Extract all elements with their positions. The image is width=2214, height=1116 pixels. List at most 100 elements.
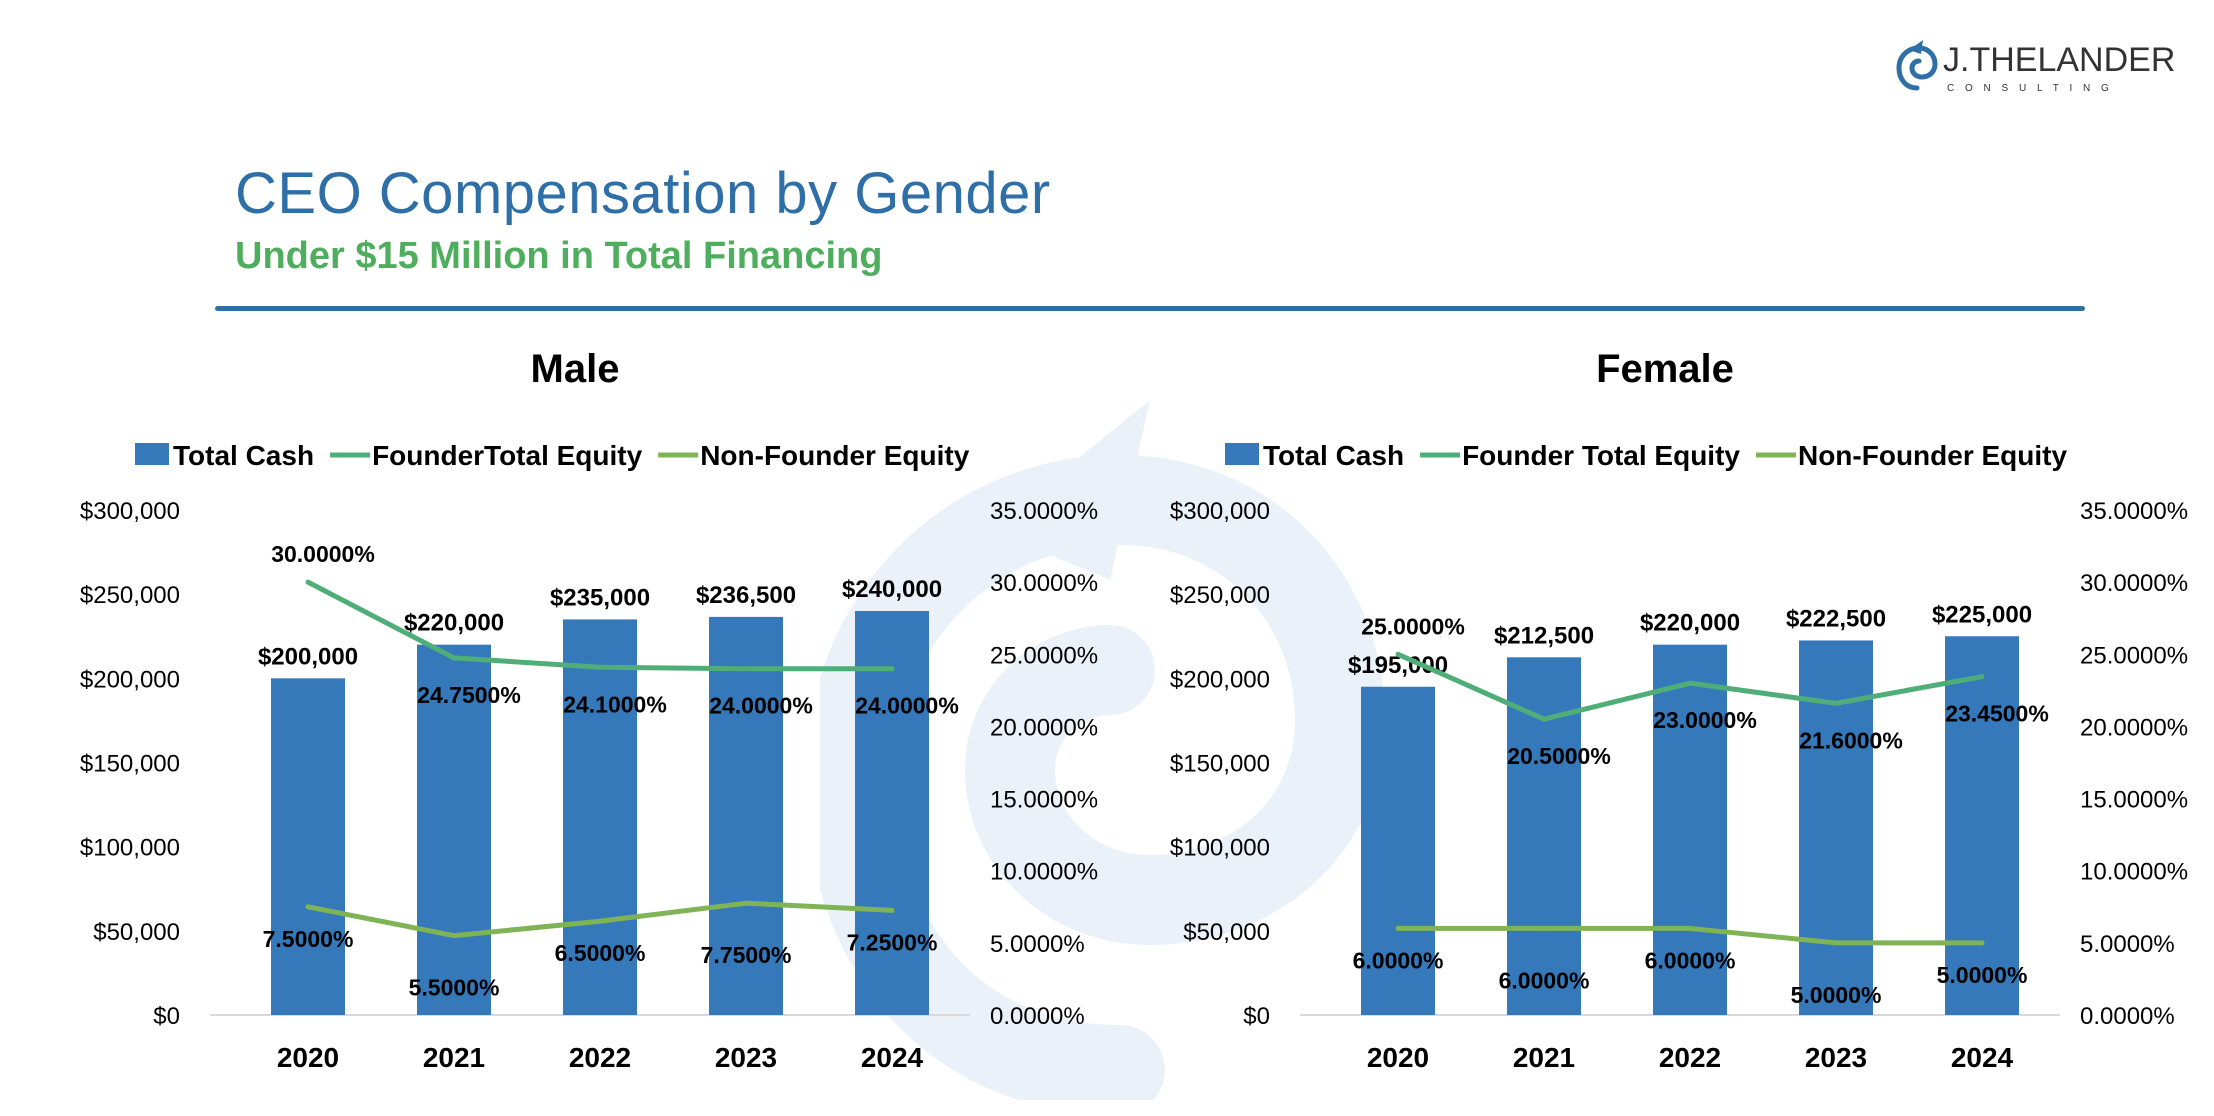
page-title: CEO Compensation by Gender xyxy=(235,161,1051,226)
non-founder-equity-line-data-label: 6.0000% xyxy=(1353,947,1444,973)
non-founder-equity-line-point xyxy=(743,900,749,906)
non-founder-equity-line-point xyxy=(1979,940,1985,946)
bar-data-label: $236,500 xyxy=(696,582,796,609)
bar-total-cash xyxy=(709,616,783,1015)
founder-equity-line-data-label: 25.0000% xyxy=(1361,613,1465,639)
y-left-tick-label: $200,000 xyxy=(1170,666,1270,693)
founder-equity-line-point xyxy=(1541,716,1547,722)
founder-equity-line-data-label: 30.0000% xyxy=(271,541,375,567)
y-right-tick-label: 5.0000% xyxy=(990,931,1085,958)
non-founder-equity-line-point xyxy=(451,933,457,939)
legend-label: Total Cash xyxy=(1263,440,1404,471)
bar-total-cash xyxy=(563,619,637,1015)
y-left-tick-label: $150,000 xyxy=(80,751,180,778)
non-founder-equity-line-point xyxy=(1395,925,1401,931)
bar-data-label: $200,000 xyxy=(258,643,358,670)
non-founder-equity-line-data-label: 7.7500% xyxy=(701,942,792,968)
y-right-tick-label: 35.0000% xyxy=(2080,498,2188,525)
founder-equity-line-point xyxy=(1979,674,1985,680)
non-founder-equity-line-point xyxy=(1833,940,1839,946)
y-left-tick-label: $300,000 xyxy=(1170,498,1270,525)
non-founder-equity-line-data-label: 7.5000% xyxy=(263,926,354,952)
non-founder-equity-line-point xyxy=(305,904,311,910)
founder-equity-line-point xyxy=(451,655,457,661)
bar-data-label: $225,000 xyxy=(1932,601,2032,628)
x-tick-label: 2020 xyxy=(277,1042,339,1073)
brand-logo: J.THELANDER C O N S U L T I N G xyxy=(1895,38,2195,98)
bar-data-label: $220,000 xyxy=(404,610,504,637)
male-chart: Male Total Cash FounderTotal Equity Non-Fou… xyxy=(80,347,1098,1073)
founder-equity-line-data-label: 24.7500% xyxy=(417,682,521,708)
x-tick-label: 2021 xyxy=(1513,1042,1575,1073)
founder-equity-line-data-label: 24.0000% xyxy=(709,693,813,719)
y-left-tick-label: $100,000 xyxy=(80,835,180,862)
non-founder-equity-line-point xyxy=(1541,925,1547,931)
y-right-tick-label: 5.0000% xyxy=(2080,931,2175,958)
bar-total-cash xyxy=(1361,686,1435,1015)
founder-equity-line-data-label: 24.1000% xyxy=(563,691,667,717)
non-founder-equity-line-point xyxy=(889,907,895,913)
non-founder-equity-line-point xyxy=(1687,925,1693,931)
chart-title: Female xyxy=(1596,347,1734,391)
y-right-tick-label: 0.0000% xyxy=(990,1003,1085,1030)
y-right-tick-label: 15.0000% xyxy=(2080,787,2188,814)
y-right-tick-label: 15.0000% xyxy=(990,787,1098,814)
non-founder-equity-line-data-label: 7.2500% xyxy=(847,929,938,955)
y-right-tick-label: 30.0000% xyxy=(2080,570,2188,597)
bar-data-label: $220,000 xyxy=(1640,610,1740,637)
legend-label: Non-Founder Equity xyxy=(1798,440,2068,471)
bar-data-label: $212,500 xyxy=(1494,622,1594,649)
female-chart: Female Total Cash Founder Total Equity Non-… xyxy=(1170,347,2188,1073)
x-tick-label: 2023 xyxy=(1805,1042,1867,1073)
x-tick-label: 2023 xyxy=(715,1042,777,1073)
founder-equity-line-data-label: 24.0000% xyxy=(855,693,959,719)
legend-bar-swatch xyxy=(1225,443,1259,465)
founder-equity-line-data-label: 23.4500% xyxy=(1945,701,2049,727)
non-founder-equity-line-data-label: 6.0000% xyxy=(1645,947,1736,973)
non-founder-equity-line-data-label: 5.5000% xyxy=(409,975,500,1001)
logo-tagline: C O N S U L T I N G xyxy=(1947,83,2113,94)
founder-equity-line-point xyxy=(1687,680,1693,686)
logo-wordmark: J.THELANDER xyxy=(1943,41,2175,79)
bar-total-cash xyxy=(855,611,929,1015)
founder-equity-line-point xyxy=(305,579,311,585)
y-left-tick-label: $50,000 xyxy=(93,919,180,946)
bar-data-label: $235,000 xyxy=(550,584,650,611)
y-right-tick-label: 20.0000% xyxy=(2080,714,2188,741)
bar-total-cash xyxy=(1653,644,1727,1015)
x-tick-label: 2021 xyxy=(423,1042,485,1073)
y-left-tick-label: $0 xyxy=(153,1003,180,1030)
y-left-tick-label: $250,000 xyxy=(1170,582,1270,609)
bar-data-label: $240,000 xyxy=(842,576,942,603)
legend-label: Non-Founder Equity xyxy=(700,440,970,471)
y-right-tick-label: 0.0000% xyxy=(2080,1003,2175,1030)
y-left-tick-label: $250,000 xyxy=(80,582,180,609)
founder-equity-line-point xyxy=(889,666,895,672)
y-left-tick-label: $200,000 xyxy=(80,666,180,693)
y-left-tick-label: $0 xyxy=(1243,1003,1270,1030)
bar-total-cash xyxy=(271,678,345,1015)
x-tick-label: 2022 xyxy=(1659,1042,1721,1073)
legend-bar-swatch xyxy=(135,443,169,465)
founder-equity-line-point xyxy=(1833,700,1839,706)
y-left-tick-label: $300,000 xyxy=(80,498,180,525)
legend-label: FounderTotal Equity xyxy=(372,440,643,471)
y-left-tick-label: $50,000 xyxy=(1183,919,1270,946)
y-right-tick-label: 35.0000% xyxy=(990,498,1098,525)
founder-equity-line-point xyxy=(1395,651,1401,657)
y-right-tick-label: 20.0000% xyxy=(990,714,1098,741)
founder-equity-line-point xyxy=(743,666,749,672)
non-founder-equity-line-point xyxy=(597,918,603,924)
non-founder-equity-line-data-label: 6.5000% xyxy=(555,940,646,966)
chart-title: Male xyxy=(531,347,620,391)
bar-total-cash xyxy=(417,644,491,1015)
legend-label: Founder Total Equity xyxy=(1462,440,1740,471)
y-right-tick-label: 25.0000% xyxy=(2080,642,2188,669)
non-founder-equity-line-data-label: 5.0000% xyxy=(1791,982,1882,1008)
y-right-tick-label: 10.0000% xyxy=(2080,859,2188,886)
y-right-tick-label: 10.0000% xyxy=(990,859,1098,886)
y-right-tick-label: 30.0000% xyxy=(990,570,1098,597)
page-subtitle: Under $15 Million in Total Financing xyxy=(235,235,883,277)
x-tick-label: 2022 xyxy=(569,1042,631,1073)
x-tick-label: 2024 xyxy=(1951,1042,2014,1073)
